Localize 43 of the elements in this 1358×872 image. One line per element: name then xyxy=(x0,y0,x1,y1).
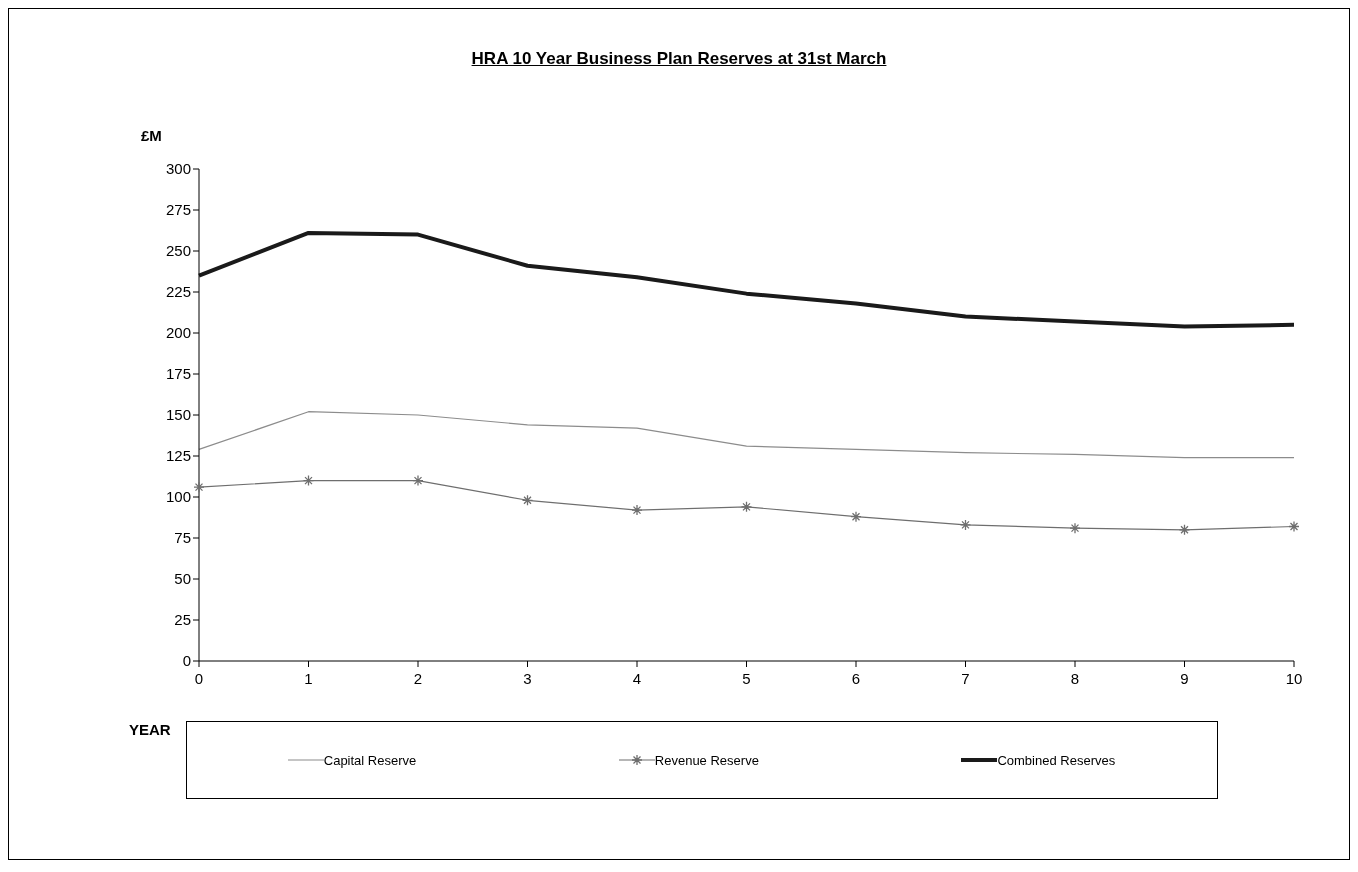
legend-label: Combined Reserves xyxy=(997,752,1116,768)
point xyxy=(1178,524,1191,536)
y-tick-label: 300 xyxy=(165,160,191,178)
point xyxy=(521,494,534,506)
y-axis-title: £M xyxy=(141,127,162,144)
legend-label: Capital Reserve xyxy=(323,752,417,768)
x-tick-label: 4 xyxy=(632,669,642,687)
point xyxy=(193,481,205,493)
line-series xyxy=(197,230,1296,329)
point xyxy=(959,519,972,531)
line-series xyxy=(198,411,1295,459)
y-tick-label: 75 xyxy=(174,529,191,547)
y-tick-label: 50 xyxy=(174,570,191,588)
point xyxy=(412,474,424,487)
chart-title: HRA 10 Year Business Plan Reserves at 31st March xyxy=(470,49,888,69)
x-tick-label: 10 xyxy=(1285,669,1303,687)
x-tick-label: 3 xyxy=(523,669,532,687)
y-tick-label: 275 xyxy=(165,201,191,219)
y-tick-label: 0 xyxy=(182,652,191,670)
x-tick-label: 5 xyxy=(742,669,751,687)
x-axis-title: YEAR xyxy=(129,721,171,738)
point xyxy=(740,501,753,513)
x-tick-label: 9 xyxy=(1180,669,1189,687)
y-tick-label: 100 xyxy=(165,488,191,506)
x-tick-label: 0 xyxy=(194,669,204,687)
point xyxy=(850,511,862,523)
y-tick-label: 225 xyxy=(165,283,191,301)
point xyxy=(631,504,643,516)
legend-label: Revenue Reserve xyxy=(654,752,759,768)
y-tick-label: 150 xyxy=(165,406,191,424)
y-tick-label: 200 xyxy=(165,324,191,342)
x-tick-label: 7 xyxy=(961,669,970,687)
y-tick-label: 125 xyxy=(165,447,191,465)
x-tick-label: 6 xyxy=(851,669,861,687)
point xyxy=(302,474,315,487)
x-tick-label: 2 xyxy=(413,669,423,687)
y-tick-label: 250 xyxy=(165,242,191,260)
y-tick-label: 175 xyxy=(165,365,191,383)
point xyxy=(1069,522,1081,534)
x-tick-label: 8 xyxy=(1070,669,1080,687)
point xyxy=(1288,520,1300,533)
x-tick-label: 1 xyxy=(304,669,313,687)
y-tick-label: 25 xyxy=(174,611,191,629)
